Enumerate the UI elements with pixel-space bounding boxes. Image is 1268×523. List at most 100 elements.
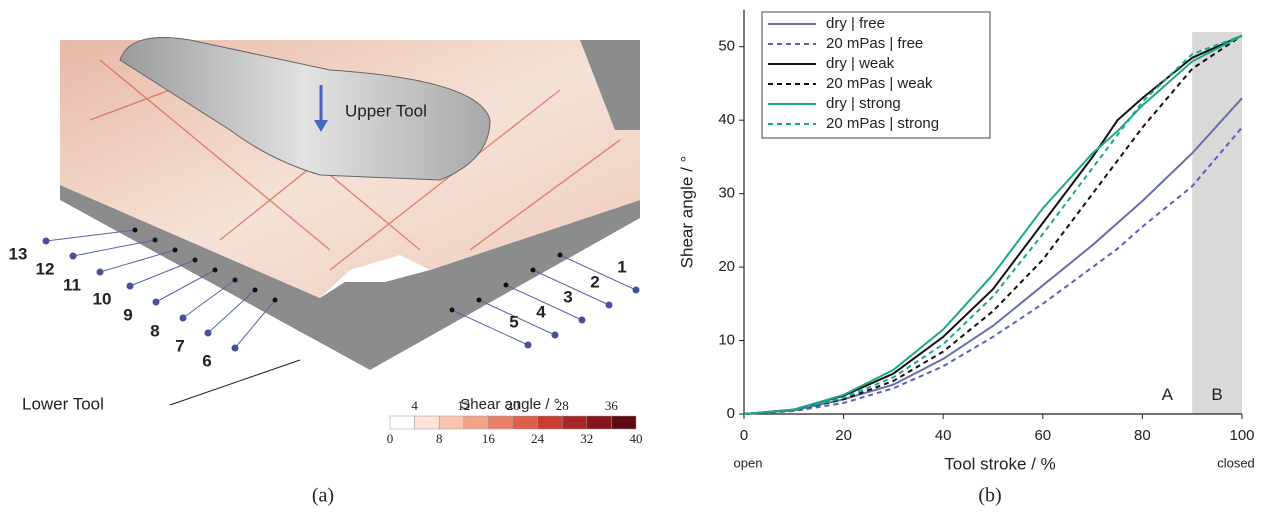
series-line bbox=[743, 97, 1243, 415]
colorbar-tick-label: 16 bbox=[482, 431, 496, 446]
probe-marker bbox=[204, 329, 212, 337]
colorbar-cell bbox=[512, 415, 538, 430]
panel-label: (b) bbox=[978, 485, 1001, 507]
probe-line bbox=[129, 259, 196, 287]
probe-marker bbox=[632, 286, 640, 294]
probe-line bbox=[505, 284, 583, 321]
probe-point bbox=[530, 267, 536, 273]
probe-point bbox=[172, 247, 178, 253]
probe-marker bbox=[152, 298, 160, 306]
colorbar-title: Shear angle / ° bbox=[460, 396, 559, 413]
probe-point bbox=[503, 282, 509, 288]
probe-marker bbox=[551, 331, 559, 339]
x-tick-label: 80 bbox=[1134, 427, 1151, 444]
probe-line bbox=[234, 299, 276, 349]
probe-number: 2 bbox=[590, 272, 599, 291]
probe-line bbox=[478, 299, 556, 336]
arrow-head bbox=[314, 120, 328, 132]
probe-point bbox=[476, 297, 482, 303]
probe-number: 7 bbox=[175, 336, 184, 355]
series-line bbox=[743, 34, 1243, 415]
probe-point bbox=[192, 257, 198, 263]
chart: Tool stroke / % Shear angle / ° (b) 0 10 2… bbox=[677, 10, 1255, 507]
colorbar-tick-label: 20 bbox=[507, 398, 520, 413]
annotation: B bbox=[1211, 385, 1222, 404]
colorbar-tick-label: 32 bbox=[580, 431, 593, 446]
probe-marker bbox=[231, 344, 239, 352]
annotation: open bbox=[734, 455, 763, 470]
colorbar-tick-label: 28 bbox=[556, 398, 569, 413]
panel-a-illustration: Upper Tool Lower Tool Shear angle / ° (a… bbox=[22, 37, 640, 507]
probe-line bbox=[207, 289, 256, 334]
legend-label: 20 mPas | free bbox=[826, 35, 923, 52]
probe-number: 12 bbox=[36, 259, 55, 278]
probe-number: 4 bbox=[536, 302, 546, 321]
colorbar-cell bbox=[488, 415, 514, 430]
colorbar-tick-label: 8 bbox=[436, 431, 443, 446]
upper-tool-label: Upper Tool bbox=[345, 101, 427, 120]
x-tick-label: 0 bbox=[740, 427, 748, 444]
probe-line bbox=[72, 239, 156, 257]
panel-label: (a) bbox=[312, 485, 334, 507]
colorbar-tick-label: 24 bbox=[531, 431, 545, 446]
colorbar-tick-label: 12 bbox=[457, 398, 470, 413]
probe-number: 13 bbox=[9, 244, 28, 263]
probe-line bbox=[532, 269, 610, 306]
legend-label: dry | weak bbox=[826, 55, 895, 72]
legend-label: 20 mPas | strong bbox=[826, 115, 939, 132]
y-tick-label: 20 bbox=[718, 258, 735, 275]
colorbar-cell bbox=[463, 415, 489, 430]
colorbar-cell bbox=[611, 415, 637, 430]
probe-point bbox=[449, 307, 455, 313]
probe-point bbox=[132, 227, 138, 233]
series-line bbox=[743, 126, 1243, 415]
probe-point bbox=[152, 237, 158, 243]
colorbar-tick-label: 36 bbox=[605, 398, 619, 413]
y-tick-label: 30 bbox=[718, 185, 735, 202]
colorbar-tick-label: 0 bbox=[387, 431, 394, 446]
probe-line bbox=[99, 249, 176, 273]
probe-point bbox=[252, 287, 258, 293]
series-line bbox=[743, 34, 1243, 415]
probe-line bbox=[155, 269, 216, 303]
probe-point bbox=[212, 267, 218, 273]
probe-number: 9 bbox=[123, 305, 132, 324]
probe-line bbox=[559, 254, 637, 291]
legend-box bbox=[761, 11, 991, 139]
x-tick-label: 100 bbox=[1229, 427, 1254, 444]
probe-marker bbox=[179, 314, 187, 322]
colorbar-cell bbox=[414, 415, 440, 430]
colorbar-tick-label: 4 bbox=[411, 398, 418, 413]
probe-marker bbox=[578, 316, 586, 324]
lower-tool-edge bbox=[580, 40, 640, 130]
legend-label: dry | free bbox=[826, 15, 885, 32]
annotation: closed bbox=[1217, 455, 1255, 470]
y-tick-label: 40 bbox=[718, 111, 735, 128]
annotation: A bbox=[1162, 385, 1174, 404]
y-tick-label: 50 bbox=[718, 38, 735, 55]
probe-number: 5 bbox=[509, 312, 518, 331]
colorbar-cell bbox=[586, 415, 612, 430]
x-tick-label: 40 bbox=[935, 427, 952, 444]
probe-marker bbox=[126, 282, 134, 290]
colorbar-cell bbox=[389, 415, 415, 430]
probe-line bbox=[182, 279, 236, 319]
probe-point bbox=[232, 277, 238, 283]
probe-marker bbox=[42, 237, 50, 245]
probe-marker bbox=[524, 341, 532, 349]
lower-tool-label: Lower Tool bbox=[22, 394, 104, 413]
probe-number: 1 bbox=[617, 257, 626, 276]
probe-marker bbox=[96, 268, 104, 276]
colorbar-cell bbox=[561, 415, 588, 430]
y-tick-label: 10 bbox=[718, 332, 735, 349]
probe-line bbox=[451, 309, 529, 346]
probe-number: 3 bbox=[563, 287, 572, 306]
legend-label: 20 mPas | weak bbox=[826, 75, 933, 92]
probe-line bbox=[45, 229, 136, 242]
colorbar-tick-label: 40 bbox=[630, 431, 643, 446]
colorbar-cell bbox=[438, 415, 465, 430]
series-line bbox=[743, 34, 1243, 415]
probe-point bbox=[272, 297, 278, 303]
